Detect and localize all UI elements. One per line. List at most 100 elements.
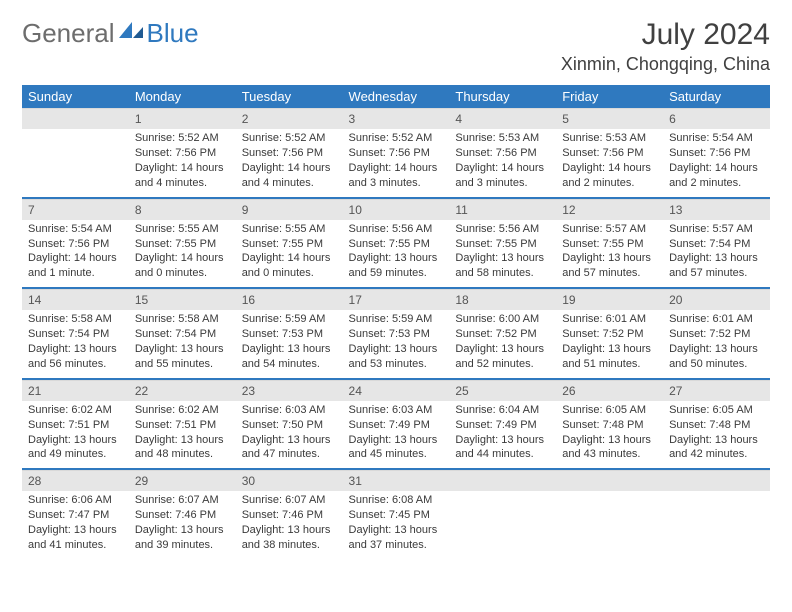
calendar-day-cell: 27Sunrise: 6:05 AMSunset: 7:48 PMDayligh…	[663, 379, 770, 470]
day-body: Sunrise: 6:02 AMSunset: 7:51 PMDaylight:…	[22, 401, 129, 468]
calendar-day-cell: 11Sunrise: 5:56 AMSunset: 7:55 PMDayligh…	[449, 198, 556, 289]
day-number: 19	[556, 289, 663, 310]
day-number: 1	[129, 108, 236, 129]
sunrise-text: Sunrise: 6:02 AM	[28, 403, 123, 418]
calendar-day-cell: 1Sunrise: 5:52 AMSunset: 7:56 PMDaylight…	[129, 108, 236, 198]
calendar-day-cell: 30Sunrise: 6:07 AMSunset: 7:46 PMDayligh…	[236, 469, 343, 559]
sunset-text: Sunset: 7:51 PM	[135, 418, 230, 433]
calendar-day-cell	[449, 469, 556, 559]
day-number: 9	[236, 199, 343, 220]
day-body: Sunrise: 6:02 AMSunset: 7:51 PMDaylight:…	[129, 401, 236, 468]
day-number: 8	[129, 199, 236, 220]
calendar-day-cell: 8Sunrise: 5:55 AMSunset: 7:55 PMDaylight…	[129, 198, 236, 289]
sunset-text: Sunset: 7:55 PM	[135, 237, 230, 252]
sunrise-text: Sunrise: 6:03 AM	[242, 403, 337, 418]
sunrise-text: Sunrise: 5:55 AM	[242, 222, 337, 237]
sunrise-text: Sunrise: 5:53 AM	[562, 131, 657, 146]
sunset-text: Sunset: 7:52 PM	[669, 327, 764, 342]
sunset-text: Sunset: 7:49 PM	[349, 418, 444, 433]
day-number: 6	[663, 108, 770, 129]
sunset-text: Sunset: 7:46 PM	[135, 508, 230, 523]
day-body: Sunrise: 5:53 AMSunset: 7:56 PMDaylight:…	[556, 129, 663, 196]
calendar-day-cell: 3Sunrise: 5:52 AMSunset: 7:56 PMDaylight…	[343, 108, 450, 198]
sunrise-text: Sunrise: 6:05 AM	[562, 403, 657, 418]
day-number: 12	[556, 199, 663, 220]
calendar-day-cell: 19Sunrise: 6:01 AMSunset: 7:52 PMDayligh…	[556, 288, 663, 379]
day-body: Sunrise: 6:04 AMSunset: 7:49 PMDaylight:…	[449, 401, 556, 468]
daylight-text: Daylight: 13 hours and 39 minutes.	[135, 523, 230, 553]
daylight-text: Daylight: 13 hours and 53 minutes.	[349, 342, 444, 372]
weekday-header: Saturday	[663, 85, 770, 108]
sunset-text: Sunset: 7:55 PM	[455, 237, 550, 252]
sunset-text: Sunset: 7:56 PM	[135, 146, 230, 161]
sunrise-text: Sunrise: 5:57 AM	[562, 222, 657, 237]
sunset-text: Sunset: 7:55 PM	[562, 237, 657, 252]
day-number: 24	[343, 380, 450, 401]
daylight-text: Daylight: 13 hours and 59 minutes.	[349, 251, 444, 281]
day-body: Sunrise: 6:08 AMSunset: 7:45 PMDaylight:…	[343, 491, 450, 558]
daylight-text: Daylight: 13 hours and 41 minutes.	[28, 523, 123, 553]
calendar-day-cell: 24Sunrise: 6:03 AMSunset: 7:49 PMDayligh…	[343, 379, 450, 470]
day-body	[449, 491, 556, 499]
sunrise-text: Sunrise: 5:57 AM	[669, 222, 764, 237]
daylight-text: Daylight: 13 hours and 38 minutes.	[242, 523, 337, 553]
daylight-text: Daylight: 13 hours and 48 minutes.	[135, 433, 230, 463]
day-body	[663, 491, 770, 499]
weekday-header: Friday	[556, 85, 663, 108]
day-number: 22	[129, 380, 236, 401]
weekday-header: Wednesday	[343, 85, 450, 108]
day-number: 31	[343, 470, 450, 491]
day-number: 16	[236, 289, 343, 310]
sunset-text: Sunset: 7:48 PM	[562, 418, 657, 433]
day-body: Sunrise: 5:55 AMSunset: 7:55 PMDaylight:…	[236, 220, 343, 287]
day-body: Sunrise: 5:55 AMSunset: 7:55 PMDaylight:…	[129, 220, 236, 287]
daylight-text: Daylight: 13 hours and 50 minutes.	[669, 342, 764, 372]
daylight-text: Daylight: 13 hours and 37 minutes.	[349, 523, 444, 553]
sunset-text: Sunset: 7:47 PM	[28, 508, 123, 523]
daylight-text: Daylight: 13 hours and 43 minutes.	[562, 433, 657, 463]
day-body: Sunrise: 6:05 AMSunset: 7:48 PMDaylight:…	[556, 401, 663, 468]
sunset-text: Sunset: 7:56 PM	[455, 146, 550, 161]
day-number: 18	[449, 289, 556, 310]
calendar-day-cell	[663, 469, 770, 559]
day-body: Sunrise: 5:56 AMSunset: 7:55 PMDaylight:…	[343, 220, 450, 287]
day-body: Sunrise: 6:03 AMSunset: 7:50 PMDaylight:…	[236, 401, 343, 468]
calendar-day-cell: 12Sunrise: 5:57 AMSunset: 7:55 PMDayligh…	[556, 198, 663, 289]
sunset-text: Sunset: 7:56 PM	[242, 146, 337, 161]
sunrise-text: Sunrise: 5:58 AM	[135, 312, 230, 327]
day-body: Sunrise: 5:58 AMSunset: 7:54 PMDaylight:…	[22, 310, 129, 377]
page-title: July 2024	[561, 18, 770, 52]
day-number: 10	[343, 199, 450, 220]
day-number: 7	[22, 199, 129, 220]
day-body: Sunrise: 6:03 AMSunset: 7:49 PMDaylight:…	[343, 401, 450, 468]
calendar-day-cell: 13Sunrise: 5:57 AMSunset: 7:54 PMDayligh…	[663, 198, 770, 289]
sunrise-text: Sunrise: 6:01 AM	[669, 312, 764, 327]
calendar-week-row: 7Sunrise: 5:54 AMSunset: 7:56 PMDaylight…	[22, 198, 770, 289]
day-number: 30	[236, 470, 343, 491]
sunrise-text: Sunrise: 6:08 AM	[349, 493, 444, 508]
daylight-text: Daylight: 13 hours and 44 minutes.	[455, 433, 550, 463]
sunset-text: Sunset: 7:50 PM	[242, 418, 337, 433]
sunset-text: Sunset: 7:54 PM	[669, 237, 764, 252]
daylight-text: Daylight: 14 hours and 4 minutes.	[135, 161, 230, 191]
logo-text-blue: Blue	[147, 18, 199, 49]
weekday-header: Sunday	[22, 85, 129, 108]
sunset-text: Sunset: 7:54 PM	[135, 327, 230, 342]
calendar-day-cell: 18Sunrise: 6:00 AMSunset: 7:52 PMDayligh…	[449, 288, 556, 379]
day-number: 28	[22, 470, 129, 491]
location-label: Xinmin, Chongqing, China	[561, 54, 770, 75]
day-body: Sunrise: 5:57 AMSunset: 7:54 PMDaylight:…	[663, 220, 770, 287]
day-number: 2	[236, 108, 343, 129]
day-number: 20	[663, 289, 770, 310]
day-body: Sunrise: 6:07 AMSunset: 7:46 PMDaylight:…	[236, 491, 343, 558]
calendar-day-cell: 5Sunrise: 5:53 AMSunset: 7:56 PMDaylight…	[556, 108, 663, 198]
day-body: Sunrise: 5:52 AMSunset: 7:56 PMDaylight:…	[236, 129, 343, 196]
calendar-week-row: 21Sunrise: 6:02 AMSunset: 7:51 PMDayligh…	[22, 379, 770, 470]
day-body: Sunrise: 6:07 AMSunset: 7:46 PMDaylight:…	[129, 491, 236, 558]
day-number	[22, 108, 129, 129]
calendar-day-cell: 9Sunrise: 5:55 AMSunset: 7:55 PMDaylight…	[236, 198, 343, 289]
sunrise-text: Sunrise: 5:54 AM	[669, 131, 764, 146]
day-number: 3	[343, 108, 450, 129]
daylight-text: Daylight: 13 hours and 57 minutes.	[669, 251, 764, 281]
sunrise-text: Sunrise: 6:07 AM	[242, 493, 337, 508]
